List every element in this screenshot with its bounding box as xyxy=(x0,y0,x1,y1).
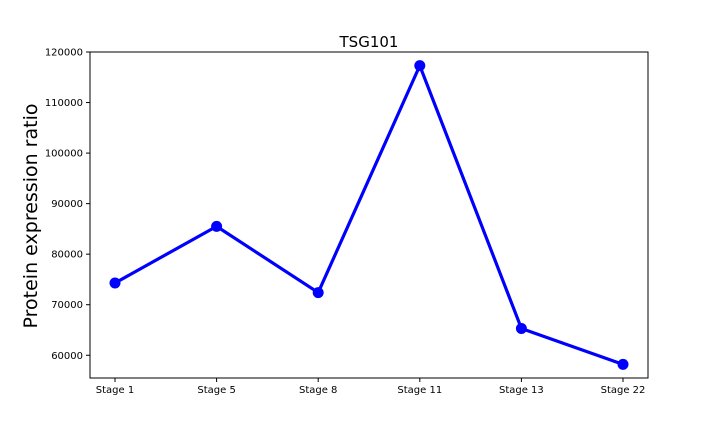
y-tick-label: 70000 xyxy=(51,300,83,311)
y-tick-label: 60000 xyxy=(51,351,83,362)
data-point xyxy=(515,322,527,334)
series-line xyxy=(114,64,624,366)
x-tick-label: Stage 13 xyxy=(499,385,544,396)
x-tick-label: Stage 22 xyxy=(601,385,646,396)
x-tick-label: Stage 11 xyxy=(397,385,442,396)
y-tick-label: 80000 xyxy=(51,250,83,261)
data-point xyxy=(109,277,121,289)
data-point xyxy=(211,220,223,232)
y-tick-label: 110000 xyxy=(45,98,83,109)
x-tick-label: Stage 5 xyxy=(197,385,235,396)
x-axis: Stage 1 Stage 5 Stage 8 Stage 11 Stage 13 Sta… xyxy=(96,378,646,396)
data-point xyxy=(414,60,426,72)
y-tick-label: 90000 xyxy=(51,199,83,210)
data-point xyxy=(312,287,324,299)
y-tick-label: 100000 xyxy=(45,149,83,160)
y-tick-label: 120000 xyxy=(45,48,83,59)
series-group xyxy=(109,60,629,370)
y-axis-label: Protein expression ratio xyxy=(20,104,42,329)
data-point xyxy=(617,358,629,370)
y-axis: 60000 70000 80000 90000 100000 110000 120000 xyxy=(45,48,90,362)
x-tick-label: Stage 8 xyxy=(299,385,337,396)
x-tick-label: Stage 1 xyxy=(96,385,134,396)
chart-title: TSG101 xyxy=(339,33,399,51)
plot-area xyxy=(89,51,649,379)
